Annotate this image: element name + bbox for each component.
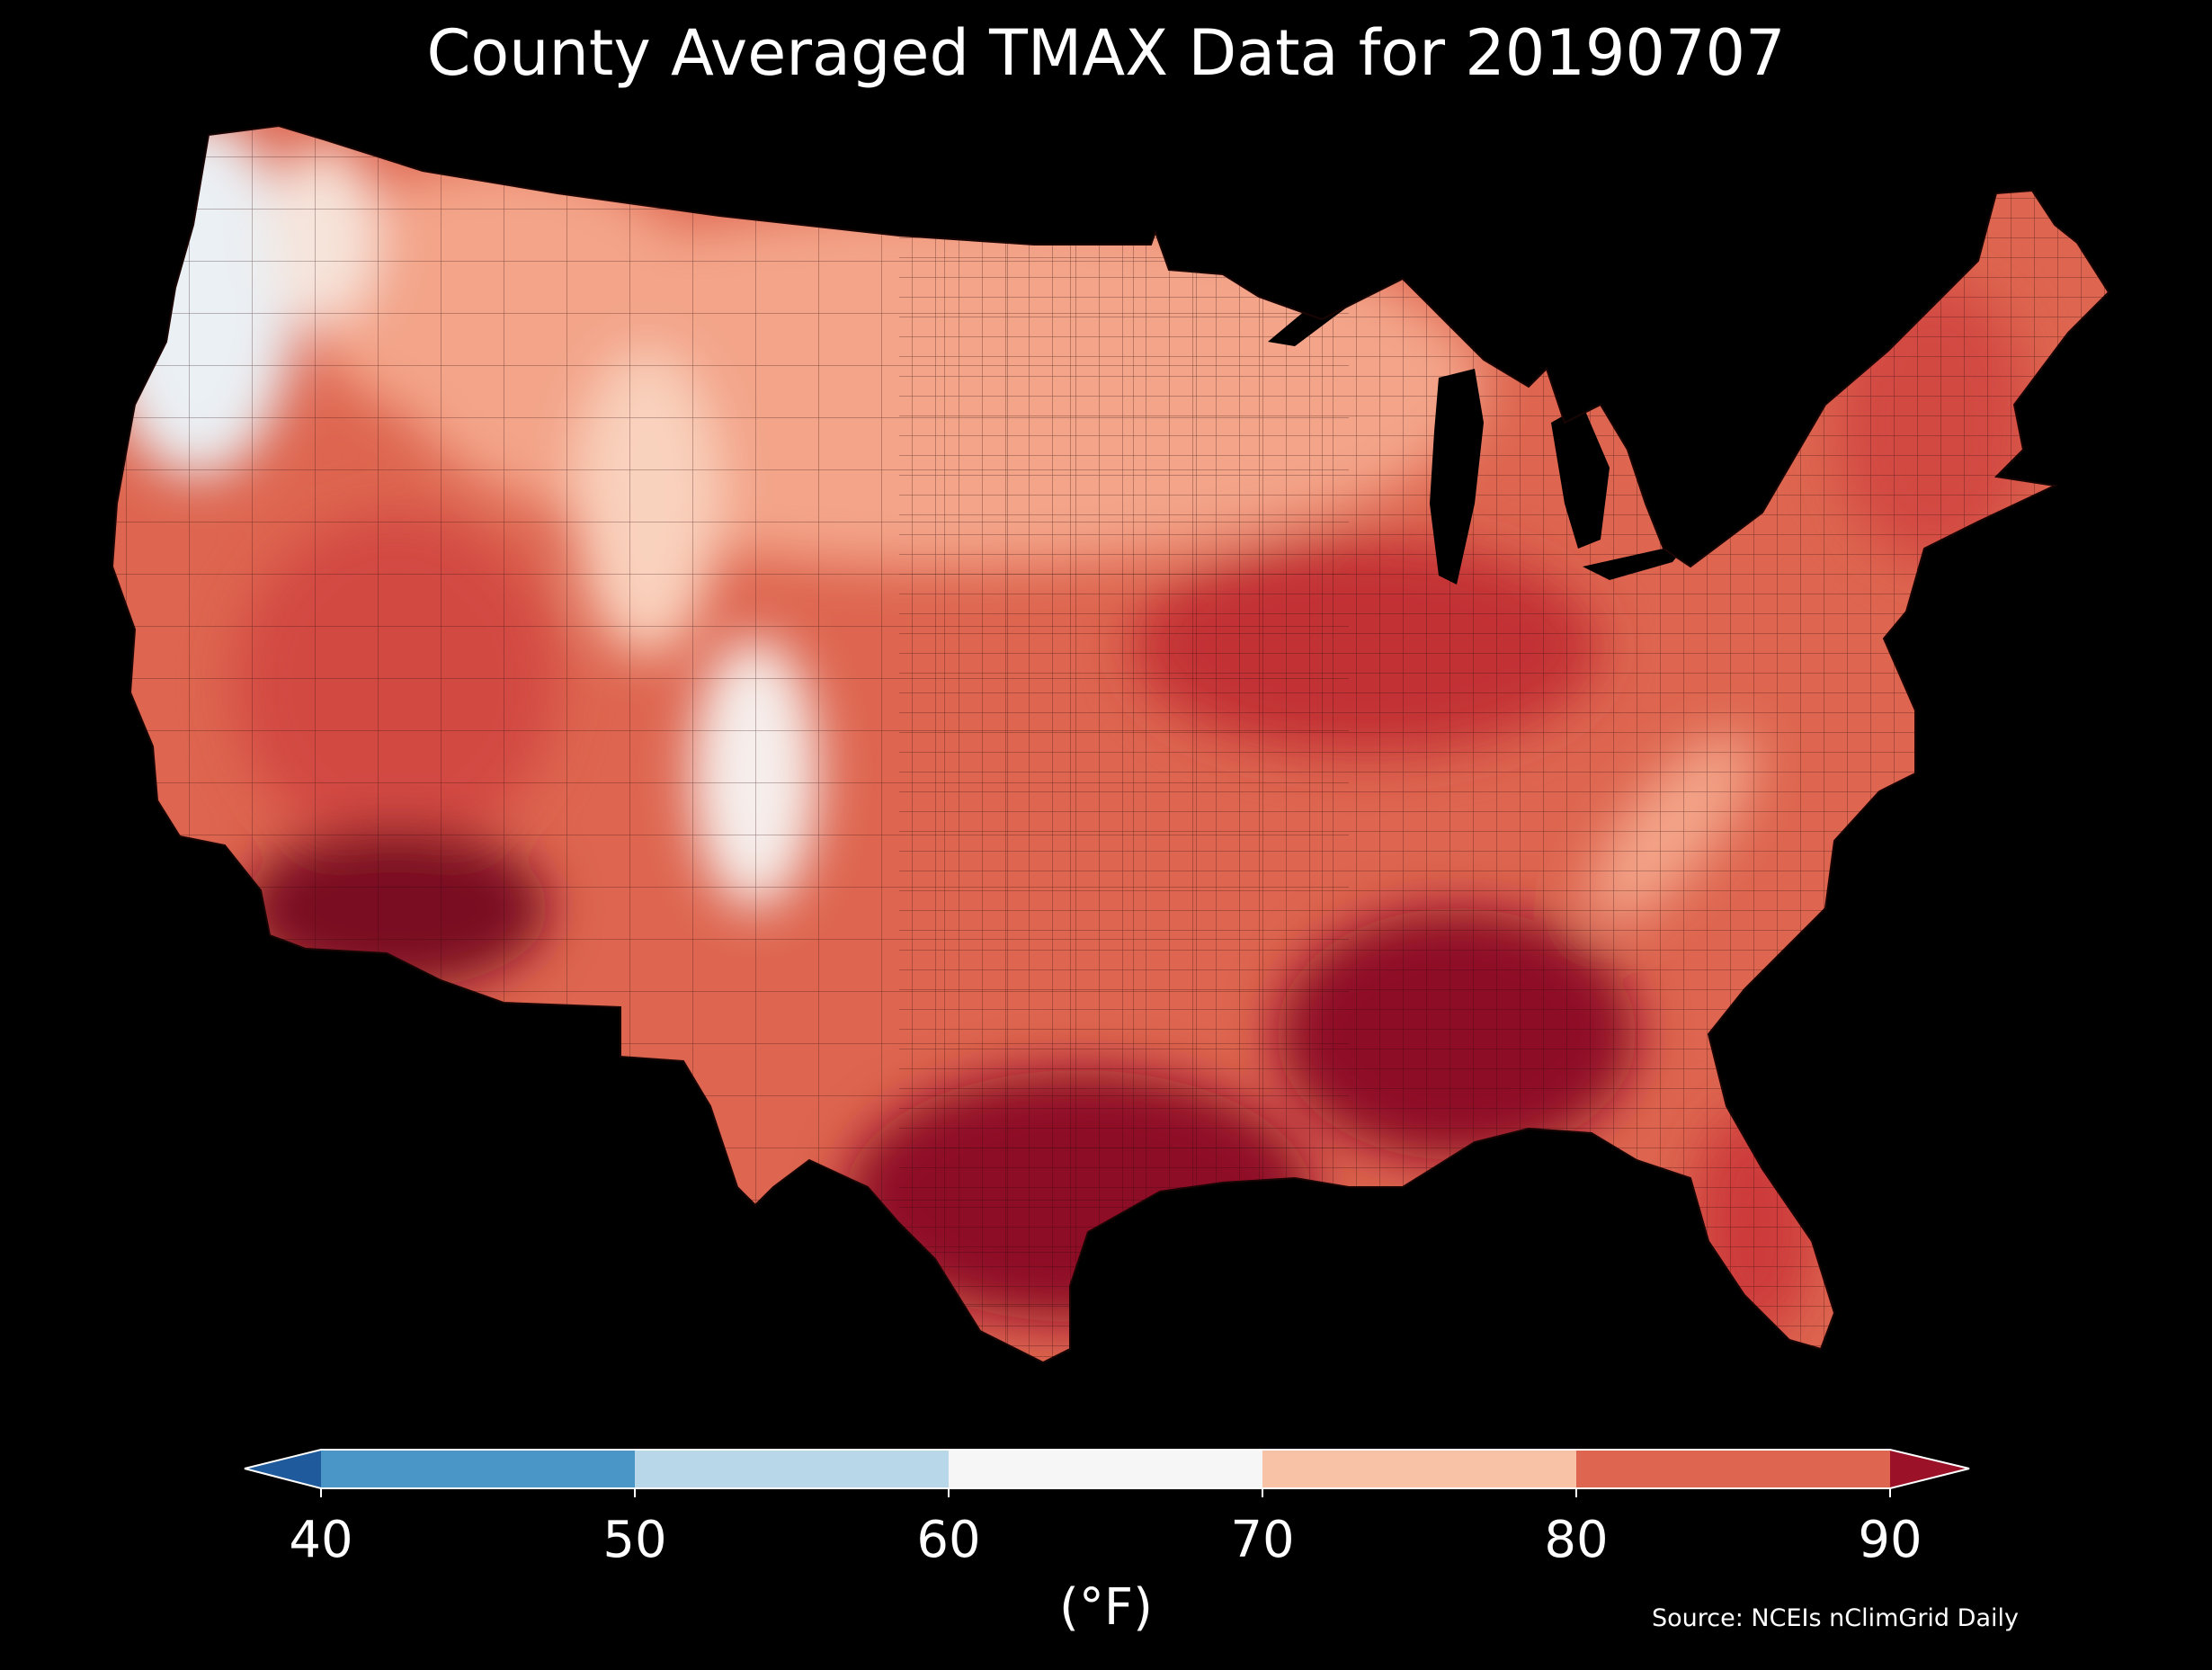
colorbar-tick-label-60: 60 xyxy=(916,1511,981,1569)
lake-michigan xyxy=(1430,369,1484,585)
colorbar-tick-label-40: 40 xyxy=(289,1511,353,1569)
lake-superior xyxy=(1268,274,1376,346)
colorbar-tick-label-50: 50 xyxy=(602,1511,667,1569)
source-credit: Source: NCEIs nClimGrid Daily xyxy=(1652,1604,2019,1632)
colorbar-tick-label-90: 90 xyxy=(1858,1511,1922,1569)
colorbar-tick-label-70: 70 xyxy=(1230,1511,1295,1569)
us-outline xyxy=(111,124,2110,1364)
colorbar-tick-label-80: 80 xyxy=(1544,1511,1609,1569)
eastern-county-lines xyxy=(899,126,2109,1362)
great-lakes xyxy=(1268,274,1690,585)
map-title: County Averaged TMAX Data for 20190707 xyxy=(426,16,1786,90)
map-fill xyxy=(112,126,2109,1362)
lake-huron xyxy=(1551,405,1610,549)
colorbar-unit-label: (°F) xyxy=(1059,1578,1153,1637)
lake-erie xyxy=(1583,540,1690,580)
